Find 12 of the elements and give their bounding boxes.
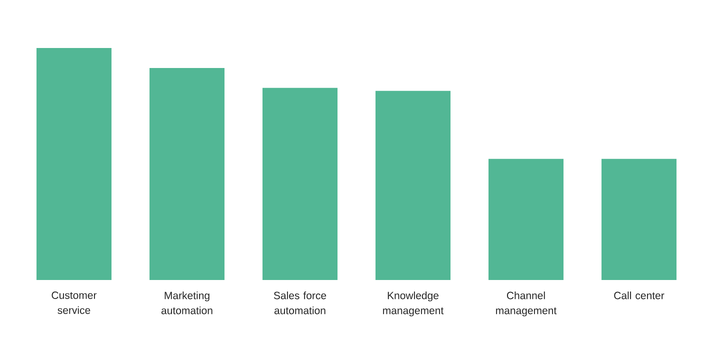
x-tick-label: Customer service — [52, 292, 97, 314]
x-tick-label: Knowledge management — [383, 292, 444, 316]
bar — [36, 48, 112, 280]
bar — [262, 88, 338, 280]
x-tick-label: Call center — [614, 292, 664, 300]
x-tick-label: Marketing automation — [161, 292, 212, 314]
x-tick-label: Sales force automation — [274, 292, 326, 314]
bar — [488, 158, 564, 280]
bar — [150, 68, 224, 280]
x-tick-label: Channel management — [496, 292, 557, 316]
bar — [602, 158, 677, 280]
bar — [376, 90, 451, 280]
